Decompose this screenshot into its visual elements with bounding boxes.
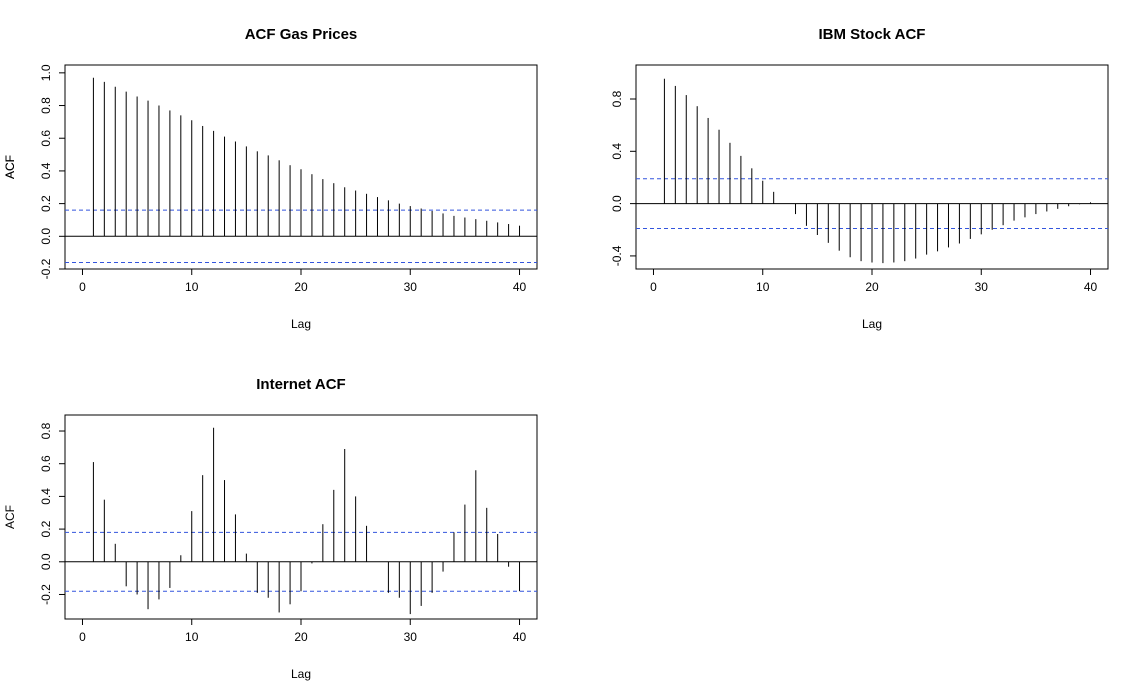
y-tick-label: 0.0 xyxy=(39,228,53,245)
chart-title: IBM Stock ACF xyxy=(819,26,926,43)
y-tick-label: 0.8 xyxy=(39,422,53,439)
y-tick-label: 0.8 xyxy=(39,97,53,114)
plot-frame xyxy=(64,64,538,270)
x-axis-label: Lag xyxy=(291,317,311,331)
y-tick-label: 0.6 xyxy=(39,455,53,472)
chart-title: ACF Gas Prices xyxy=(245,26,358,43)
y-axis-label: ACF xyxy=(3,155,17,179)
y-tick-label: 1.0 xyxy=(39,64,53,81)
x-tick-label: 40 xyxy=(1084,280,1098,294)
x-tick-label: 10 xyxy=(185,280,199,294)
x-axis-label: Lag xyxy=(862,317,882,331)
chart-title: Internet ACF xyxy=(256,376,345,393)
x-tick-label: 20 xyxy=(294,280,308,294)
acf-panel-1: ACF Gas Prices 0 10 20 30 40 -0.2 0.0 0.2 0.4 0.6 0… xyxy=(3,26,538,331)
x-tick-label: 0 xyxy=(79,630,86,644)
y-tick-label: 0.8 xyxy=(610,90,624,107)
y-axis-label: ACF xyxy=(3,505,17,529)
y-tick-label: -0.2 xyxy=(39,584,53,605)
x-tick-label: 40 xyxy=(513,280,527,294)
x-tick-label: 40 xyxy=(513,630,527,644)
y-tick-label: 0.2 xyxy=(39,195,53,212)
x-tick-label: 10 xyxy=(185,630,199,644)
x-tick-label: 10 xyxy=(756,280,770,294)
y-tick-label: 0.4 xyxy=(39,162,53,179)
y-axis-label: ACF xyxy=(3,155,17,179)
x-tick-label: 0 xyxy=(650,280,657,294)
y-tick-label: 0.2 xyxy=(39,520,53,537)
y-tick-label: 0.0 xyxy=(610,195,624,212)
x-tick-label: 30 xyxy=(404,280,418,294)
x-tick-label: 0 xyxy=(79,280,86,294)
y-tick-label: 0.4 xyxy=(39,488,53,505)
x-tick-label: 30 xyxy=(404,630,418,644)
x-tick-label: 20 xyxy=(865,280,879,294)
y-tick-label: 0.4 xyxy=(610,143,624,160)
y-tick-label: -0.4 xyxy=(610,245,624,266)
y-tick-label: 0.6 xyxy=(39,130,53,147)
x-axis-label: Lag xyxy=(291,667,311,681)
x-tick-label: 20 xyxy=(294,630,308,644)
x-tick-label: 30 xyxy=(975,280,989,294)
y-tick-label: -0.2 xyxy=(39,258,53,279)
acf-panel-3: Internet ACF 0 10 20 30 40 -0.2 0.0 0.2 0.4 0.6 0.8… xyxy=(3,376,538,681)
y-tick-label: 0.0 xyxy=(39,553,53,570)
